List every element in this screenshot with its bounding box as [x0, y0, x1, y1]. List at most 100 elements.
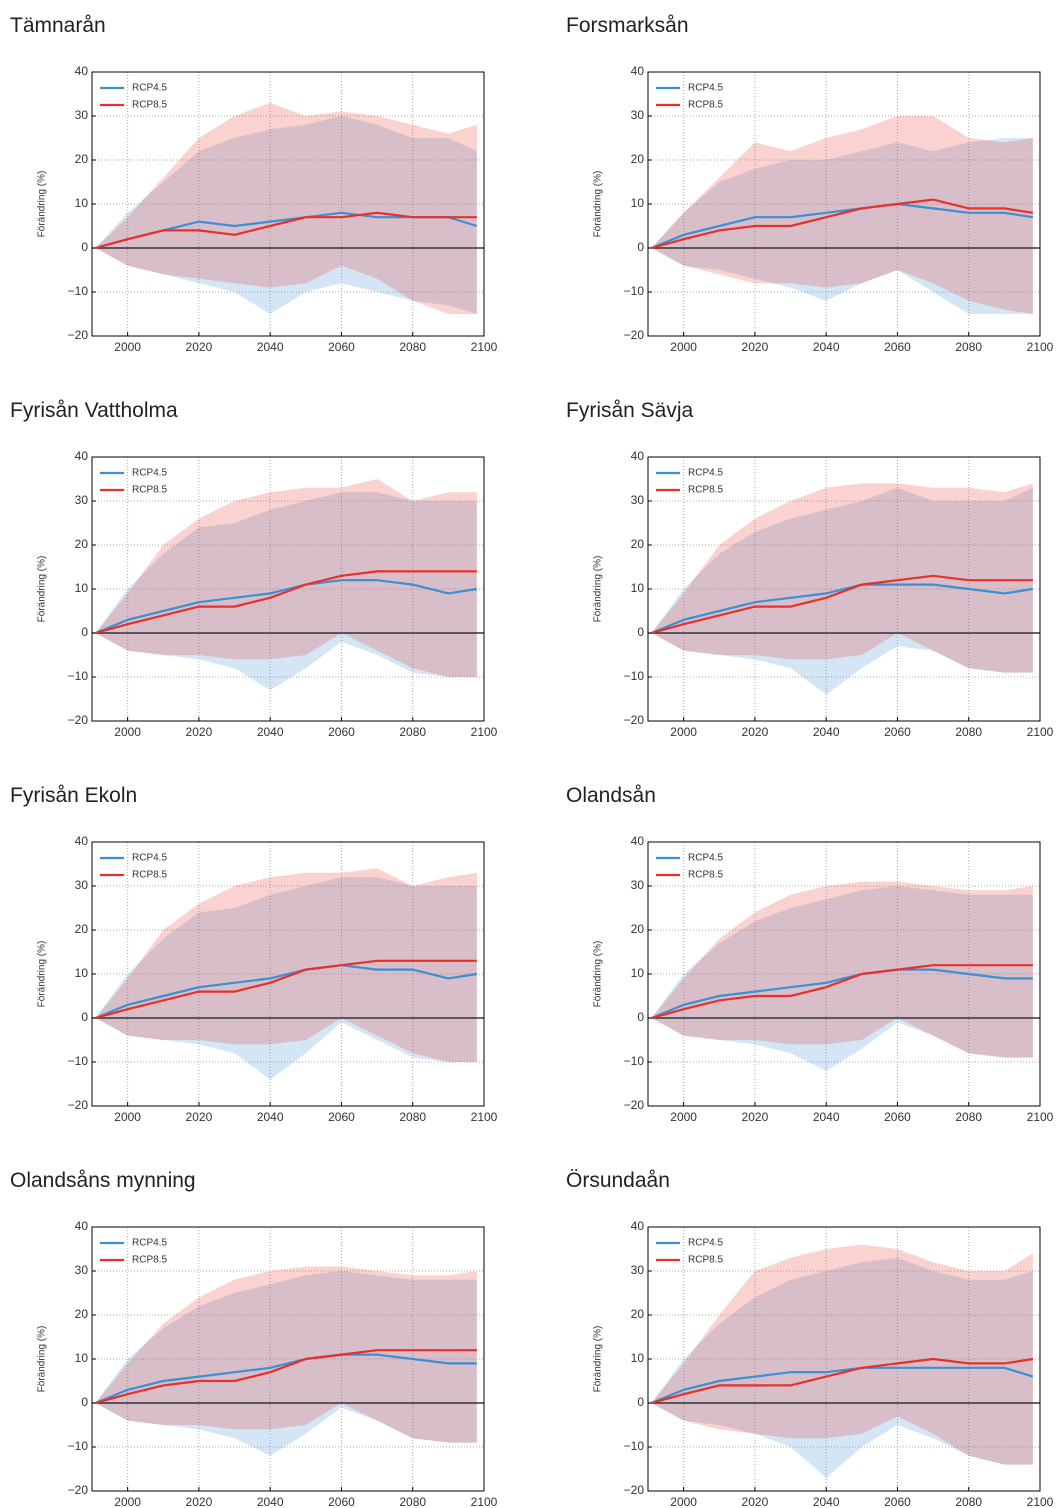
y-tick-label: 30 [631, 1263, 645, 1277]
y-tick-label: 20 [631, 1307, 645, 1321]
x-tick-label: 2020 [742, 725, 769, 739]
x-tick-label: 2000 [670, 1110, 697, 1124]
chart-title: Olandsåns mynning [10, 1169, 196, 1192]
y-axis-label: Förändring (%) [37, 1326, 48, 1393]
y-tick-label: 30 [631, 493, 645, 507]
plot-frame [647, 456, 1041, 722]
y-tick-label: 40 [631, 1219, 645, 1233]
y-tick-label: −10 [68, 1054, 89, 1068]
series-line [651, 583, 1034, 635]
x-tick-label: 2040 [257, 1495, 284, 1508]
x-tick-label: 2040 [813, 1495, 840, 1508]
plot-frame [647, 71, 1041, 337]
series-line [651, 968, 1033, 1020]
x-tick-label: 2020 [186, 1110, 213, 1124]
y-tick-label: 20 [75, 1307, 89, 1321]
y-tick-label: 30 [631, 108, 645, 122]
legend-label: RCP4.5 [688, 1238, 723, 1249]
x-tick-label: 2100 [1027, 725, 1054, 739]
uncertainty-band [651, 116, 1033, 314]
y-tick-label: 40 [631, 449, 645, 463]
y-tick-label: −10 [624, 1054, 645, 1068]
y-tick-label: −20 [68, 1483, 89, 1497]
y-tick-label: 20 [75, 537, 89, 551]
chart-title: Fyrisån Ekoln [10, 784, 137, 807]
x-tick-label: 2060 [884, 340, 911, 354]
uncertainty-band [95, 116, 477, 314]
uncertainty-band [95, 102, 477, 314]
plot-frame [91, 1226, 485, 1492]
y-tick-label: 0 [81, 1010, 88, 1024]
uncertainty-band [651, 1244, 1033, 1465]
x-tick-label: 2000 [114, 725, 141, 739]
x-tick-label: 2100 [471, 1495, 498, 1508]
y-tick-label: 40 [75, 449, 89, 463]
legend-label: RCP8.5 [132, 485, 167, 496]
legend-label: RCP8.5 [688, 485, 723, 496]
y-tick-label: −20 [624, 1483, 645, 1497]
legend-label: RCP8.5 [688, 870, 723, 881]
x-tick-label: 2040 [257, 725, 284, 739]
y-tick-label: 20 [631, 537, 645, 551]
legend-label: RCP8.5 [132, 1255, 167, 1266]
x-tick-label: 2060 [328, 1495, 355, 1508]
y-axis-label: Förändring (%) [593, 556, 604, 623]
uncertainty-band [95, 479, 477, 677]
plot-frame [91, 71, 485, 337]
x-tick-label: 2020 [742, 340, 769, 354]
x-tick-label: 2080 [399, 1495, 426, 1508]
series-line [95, 964, 478, 1020]
legend-label: RCP4.5 [688, 468, 723, 479]
series-line [651, 202, 1034, 250]
uncertainty-band [651, 1257, 1033, 1478]
x-tick-label: 2000 [114, 1110, 141, 1124]
x-tick-label: 2100 [471, 725, 498, 739]
uncertainty-band [651, 881, 1033, 1058]
x-tick-label: 2000 [670, 725, 697, 739]
y-tick-label: 20 [75, 152, 89, 166]
x-tick-label: 2040 [813, 1110, 840, 1124]
x-tick-label: 2100 [1027, 340, 1054, 354]
x-tick-label: 2100 [471, 340, 498, 354]
plot-frame [91, 456, 485, 722]
plot-frame [647, 841, 1041, 1107]
uncertainty-band [95, 868, 477, 1062]
y-tick-label: 10 [631, 1351, 645, 1365]
y-tick-label: 40 [75, 834, 89, 848]
legend-label: RCP8.5 [132, 870, 167, 881]
uncertainty-band [651, 138, 1033, 314]
x-tick-label: 2020 [186, 340, 213, 354]
y-tick-label: 10 [75, 196, 89, 210]
legend-label: RCP8.5 [688, 1255, 723, 1266]
x-tick-label: 2100 [1027, 1110, 1054, 1124]
y-tick-label: 20 [631, 922, 645, 936]
x-tick-label: 2100 [471, 1110, 498, 1124]
x-tick-label: 2040 [257, 340, 284, 354]
chart-title: Tämnarån [10, 14, 106, 37]
x-tick-label: 2080 [399, 1110, 426, 1124]
y-tick-label: −10 [68, 284, 89, 298]
chart-title: Forsmarksån [566, 14, 689, 37]
y-tick-label: −20 [624, 1098, 645, 1112]
legend-label: RCP4.5 [132, 1238, 167, 1249]
x-tick-label: 2060 [884, 1110, 911, 1124]
x-tick-label: 2020 [742, 1495, 769, 1508]
y-axis-label: Förändring (%) [37, 556, 48, 623]
y-tick-label: 10 [75, 581, 89, 595]
x-tick-label: 2080 [955, 1495, 982, 1508]
series-line [651, 1357, 1034, 1405]
y-tick-label: 0 [81, 1395, 88, 1409]
series-line [95, 579, 478, 635]
legend-label: RCP4.5 [688, 853, 723, 864]
chart-title: Fyrisån Vattholma [10, 399, 178, 422]
y-tick-label: −10 [624, 1439, 645, 1453]
y-tick-label: 40 [75, 1219, 89, 1233]
y-tick-label: −20 [68, 1098, 89, 1112]
series-line [651, 1366, 1034, 1405]
